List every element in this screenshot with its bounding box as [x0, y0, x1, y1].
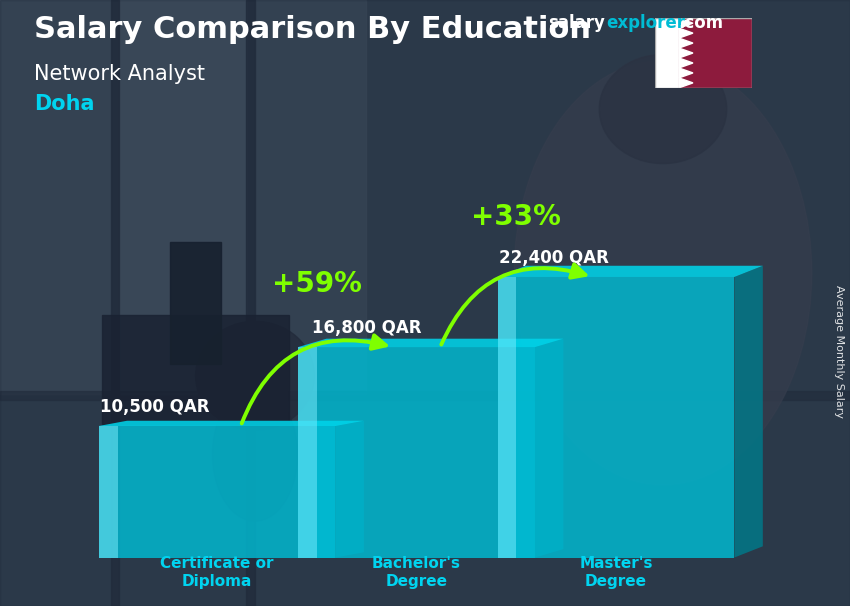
Bar	[0, 391, 850, 400]
Bar	[679, 18, 752, 88]
Text: +33%: +33%	[471, 203, 561, 231]
Bar	[99, 426, 336, 558]
Bar	[246, 0, 255, 606]
Text: Doha: Doha	[34, 94, 94, 114]
Bar	[99, 426, 117, 558]
Text: 22,400 QAR: 22,400 QAR	[499, 249, 609, 267]
Ellipse shape	[196, 321, 314, 430]
Polygon shape	[679, 38, 693, 48]
Polygon shape	[679, 28, 693, 38]
Text: Average Monthly Salary: Average Monthly Salary	[834, 285, 844, 418]
Text: +59%: +59%	[272, 270, 362, 298]
Polygon shape	[734, 266, 762, 558]
Polygon shape	[497, 266, 762, 277]
Polygon shape	[336, 421, 364, 558]
Bar	[497, 277, 517, 558]
Ellipse shape	[212, 388, 298, 521]
Text: Bachelor's
Degree: Bachelor's Degree	[372, 556, 461, 589]
Bar	[497, 277, 734, 558]
Bar	[298, 347, 535, 558]
Polygon shape	[99, 421, 364, 426]
Polygon shape	[298, 339, 564, 347]
Text: 10,500 QAR: 10,500 QAR	[100, 398, 209, 416]
Text: .com: .com	[678, 14, 723, 32]
Polygon shape	[679, 48, 693, 58]
Bar	[298, 347, 317, 558]
Text: Network Analyst: Network Analyst	[34, 64, 205, 84]
Text: 16,800 QAR: 16,800 QAR	[312, 319, 422, 337]
Bar	[255, 0, 366, 394]
Polygon shape	[679, 18, 693, 28]
Text: Salary Comparison By Education: Salary Comparison By Education	[34, 15, 591, 44]
Bar	[654, 18, 679, 88]
Polygon shape	[679, 58, 693, 68]
Text: explorer: explorer	[606, 14, 685, 32]
Ellipse shape	[514, 61, 812, 485]
Text: Certificate or
Diploma: Certificate or Diploma	[161, 556, 274, 589]
Bar	[0, 0, 110, 394]
Bar	[102, 315, 289, 424]
Bar	[170, 242, 221, 364]
Ellipse shape	[599, 55, 727, 164]
Text: Master's
Degree: Master's Degree	[579, 556, 653, 589]
Bar	[110, 0, 119, 606]
Polygon shape	[679, 78, 693, 88]
Polygon shape	[535, 339, 564, 558]
Bar	[119, 0, 246, 394]
Polygon shape	[679, 68, 693, 78]
Text: salary: salary	[548, 14, 605, 32]
